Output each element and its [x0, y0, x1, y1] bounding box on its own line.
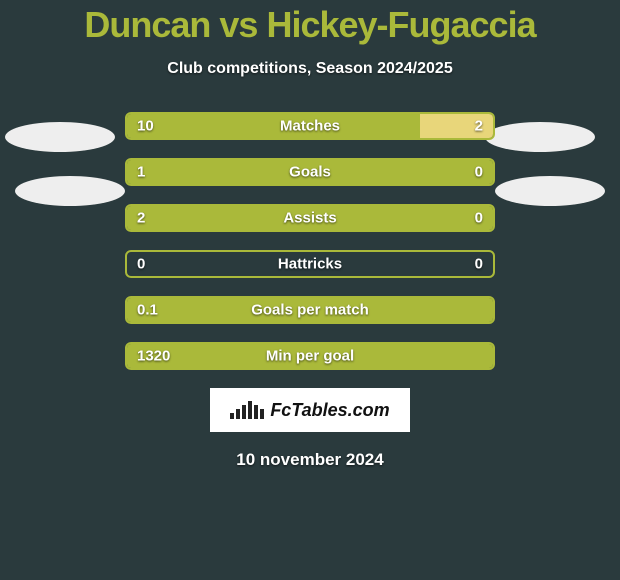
title-left: Duncan: [84, 4, 210, 45]
logo-bars-icon: [230, 401, 264, 419]
bar-value-right: 2: [475, 118, 483, 135]
subtitle: Club competitions, Season 2024/2025: [0, 60, 620, 78]
avatar-right-1: [485, 122, 595, 152]
bar-value-right: 0: [475, 164, 483, 181]
bar-label: Matches: [280, 118, 340, 135]
title-right: Hickey-Fugaccia: [266, 4, 535, 45]
title-vs: vs: [210, 4, 266, 45]
bar-value-left: 1: [137, 164, 145, 181]
avatar-left-1: [5, 122, 115, 152]
bar-value-left: 1320: [137, 348, 170, 365]
logo-text: FcTables.com: [270, 400, 389, 421]
avatar-right-2: [495, 176, 605, 206]
stat-bar: 0 0 Hattricks: [125, 250, 495, 278]
bar-label: Goals per match: [251, 302, 369, 319]
fctables-logo[interactable]: FcTables.com: [210, 388, 410, 432]
stat-bar: 1 0 Goals: [125, 158, 495, 186]
page-title: Duncan vs Hickey-Fugaccia: [0, 0, 620, 46]
footer-date: 10 november 2024: [0, 450, 620, 470]
bar-value-left: 0.1: [137, 302, 158, 319]
stat-bar: 1320 Min per goal: [125, 342, 495, 370]
stat-bar: 0.1 Goals per match: [125, 296, 495, 324]
bar-value-left: 0: [137, 256, 145, 273]
bar-label: Assists: [283, 210, 336, 227]
bar-label: Min per goal: [266, 348, 354, 365]
bar-fill-left: [127, 114, 420, 138]
bar-value-left: 2: [137, 210, 145, 227]
bar-value-right: 0: [475, 210, 483, 227]
stat-bar: 2 0 Assists: [125, 204, 495, 232]
bar-value-left: 10: [137, 118, 154, 135]
stat-bar: 10 2 Matches: [125, 112, 495, 140]
comparison-bars: 102Matches10Goals20Assists00Hattricks0.1…: [125, 112, 495, 370]
bar-label: Hattricks: [278, 256, 342, 273]
avatar-left-2: [15, 176, 125, 206]
bar-value-right: 0: [475, 256, 483, 273]
bar-label: Goals: [289, 164, 331, 181]
